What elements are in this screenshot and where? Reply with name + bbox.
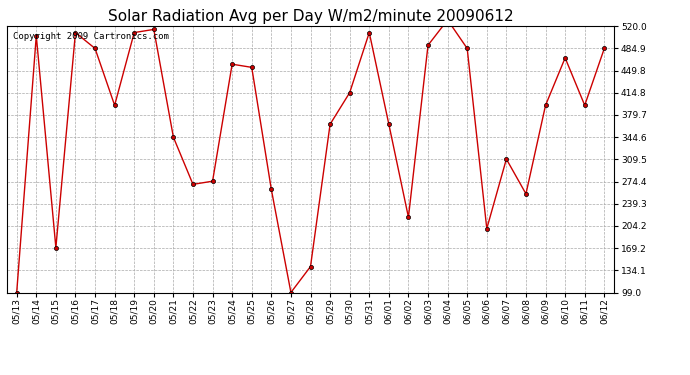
- Text: Copyright 2009 Cartronics.com: Copyright 2009 Cartronics.com: [13, 32, 169, 40]
- Title: Solar Radiation Avg per Day W/m2/minute 20090612: Solar Radiation Avg per Day W/m2/minute …: [108, 9, 513, 24]
